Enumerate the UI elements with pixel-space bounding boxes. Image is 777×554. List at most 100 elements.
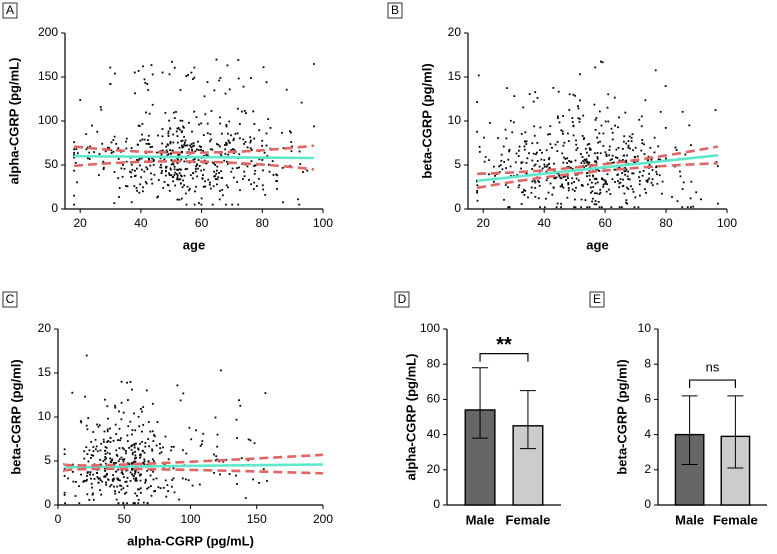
- data-point: [594, 182, 597, 185]
- data-point: [509, 165, 512, 168]
- data-point: [525, 143, 528, 145]
- ci-lower-line: [476, 161, 718, 190]
- data-point: [625, 161, 627, 164]
- data-point: [265, 132, 268, 135]
- data-point: [143, 170, 146, 173]
- data-point: [184, 192, 187, 195]
- data-point: [634, 146, 637, 149]
- data-point: [488, 159, 490, 161]
- data-point: [172, 141, 175, 144]
- data-point: [96, 130, 99, 133]
- data-point: [162, 187, 165, 189]
- data-point: [126, 434, 129, 437]
- data-point: [588, 174, 591, 177]
- data-point: [594, 192, 596, 195]
- data-point: [137, 159, 140, 162]
- x-tick-label: 0: [55, 512, 62, 526]
- data-point: [536, 142, 539, 144]
- data-point: [171, 149, 174, 152]
- data-point: [119, 479, 121, 482]
- data-point: [121, 458, 124, 461]
- data-point: [106, 428, 109, 431]
- data-point: [73, 194, 75, 197]
- data-point: [161, 135, 164, 138]
- data-point: [162, 446, 164, 449]
- data-point: [150, 172, 152, 175]
- data-point: [648, 163, 651, 166]
- data-point: [628, 135, 631, 138]
- data-point: [613, 161, 615, 164]
- data-point: [105, 481, 107, 484]
- data-point: [634, 196, 637, 199]
- data-point: [85, 133, 88, 135]
- data-point: [507, 186, 509, 189]
- data-point: [188, 121, 190, 124]
- data-point: [172, 445, 175, 448]
- data-point: [523, 145, 526, 148]
- data-point: [189, 174, 192, 177]
- data-point: [142, 65, 144, 68]
- data-point: [618, 159, 621, 162]
- data-point: [101, 142, 104, 145]
- data-point: [223, 159, 226, 162]
- data-point: [262, 188, 265, 191]
- data-point: [538, 165, 541, 168]
- data-point: [117, 439, 119, 441]
- data-point: [121, 469, 123, 472]
- data-point: [156, 421, 159, 423]
- data-point: [598, 170, 601, 172]
- data-point: [208, 183, 211, 186]
- data-point: [137, 502, 140, 505]
- data-point: [164, 435, 167, 438]
- data-point: [690, 180, 693, 183]
- data-point: [548, 162, 550, 165]
- data-point: [625, 159, 627, 162]
- data-point: [145, 182, 148, 185]
- data-point: [225, 203, 227, 206]
- data-point: [252, 188, 255, 190]
- data-point: [88, 449, 91, 452]
- data-point: [586, 206, 589, 209]
- data-point: [151, 402, 154, 405]
- data-point: [592, 197, 594, 200]
- data-point: [219, 189, 221, 192]
- data-point: [508, 206, 511, 209]
- data-point: [246, 165, 249, 168]
- data-point: [103, 430, 106, 433]
- data-point: [600, 206, 603, 209]
- data-point: [272, 174, 275, 176]
- data-point: [523, 194, 526, 196]
- data-point: [199, 483, 201, 486]
- data-point: [624, 111, 627, 114]
- data-point: [521, 161, 524, 164]
- data-point: [173, 66, 176, 69]
- data-point: [613, 168, 616, 171]
- data-point: [233, 152, 235, 154]
- data-point: [146, 83, 149, 85]
- data-point: [112, 474, 114, 476]
- data-point: [625, 201, 627, 204]
- data-point: [595, 161, 598, 164]
- data-point: [596, 136, 599, 139]
- data-point: [238, 153, 241, 156]
- data-point: [539, 206, 541, 209]
- y-tick-label: 10: [448, 113, 462, 127]
- y-axis-title: beta-CGRP (pg/ml): [419, 63, 434, 178]
- y-tick-label: 5: [44, 453, 51, 467]
- data-point: [253, 442, 256, 445]
- data-point: [131, 467, 133, 470]
- data-point: [528, 93, 531, 95]
- data-point: [145, 389, 148, 392]
- data-point: [549, 143, 552, 145]
- data-point: [147, 134, 150, 137]
- data-point: [646, 179, 649, 181]
- data-point: [644, 99, 647, 102]
- data-point: [227, 153, 230, 156]
- data-point: [574, 159, 577, 162]
- data-point: [602, 145, 605, 147]
- data-point: [139, 456, 141, 459]
- data-point: [202, 134, 205, 136]
- data-point: [623, 170, 626, 173]
- data-point: [117, 468, 119, 471]
